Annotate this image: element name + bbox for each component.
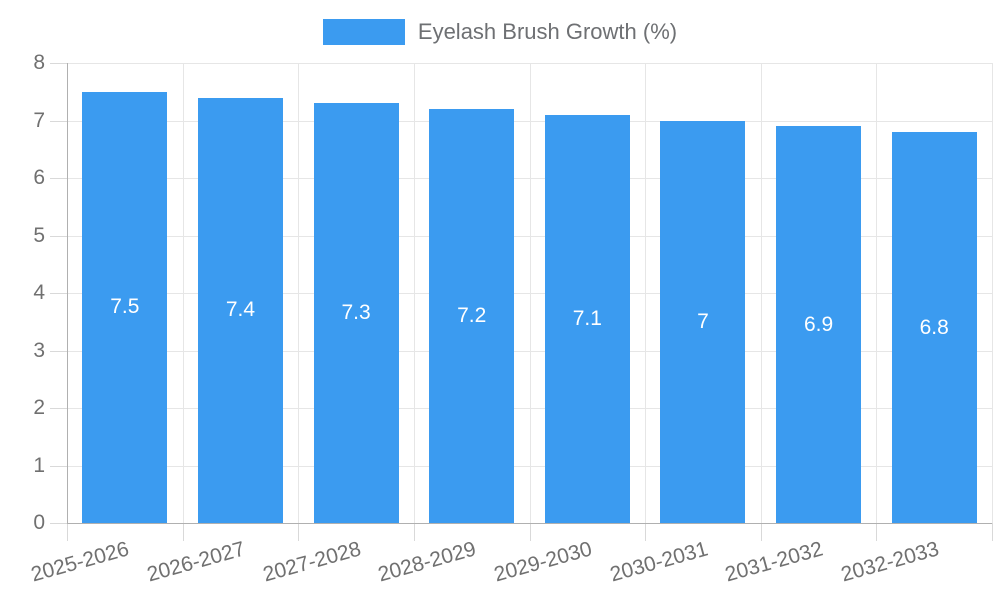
gridline-vertical <box>182 63 184 523</box>
bar-value-label: 7.5 <box>110 295 140 319</box>
gridline-vertical <box>645 63 647 523</box>
y-tick-mark <box>50 120 67 122</box>
y-tick-mark <box>50 465 67 467</box>
y-tick-mark <box>50 523 67 524</box>
x-tick-mark <box>182 523 184 541</box>
bar-value-label: 7.2 <box>457 304 487 327</box>
bar[interactable] <box>891 132 977 523</box>
x-axis-tick-label: 2026-2027 <box>144 537 248 587</box>
bar[interactable] <box>197 97 283 523</box>
bar-value-label: 7.4 <box>225 298 256 322</box>
y-axis-tick-label: 8 <box>33 51 45 74</box>
legend-swatch <box>322 19 405 45</box>
x-axis-tick-label: 2029-2030 <box>491 537 595 587</box>
y-axis-tick-label: 0 <box>33 511 45 534</box>
y-axis-tick-label: 4 <box>33 281 45 304</box>
x-tick-mark <box>529 523 531 541</box>
y-axis-tick-label: 2 <box>33 396 45 419</box>
bar[interactable] <box>82 91 168 523</box>
legend-label: Eyelash Brush Growth (%) <box>417 19 678 44</box>
x-tick-mark <box>298 523 300 541</box>
y-axis-tick-label: 5 <box>33 223 45 247</box>
x-tick-mark <box>876 523 878 541</box>
x-tick-mark <box>413 523 415 541</box>
bar-value-label: 6.9 <box>803 312 834 336</box>
y-axis-tick-label: 3 <box>33 338 45 362</box>
y-tick-mark <box>50 408 67 409</box>
x-tick-mark <box>645 523 647 541</box>
bar-value-label: 7.3 <box>341 301 371 325</box>
x-axis-tick-label: 2027-2028 <box>260 537 364 587</box>
gridline-vertical <box>760 63 762 523</box>
y-tick-mark <box>50 178 67 179</box>
x-tick-mark <box>760 523 762 541</box>
x-axis-tick-label: 2032-2033 <box>838 537 942 587</box>
y-axis-line <box>67 63 68 523</box>
x-tick-mark <box>67 523 68 541</box>
y-axis-tick-label: 6 <box>33 166 45 189</box>
x-axis-tick-label: 2028-2029 <box>375 537 479 587</box>
x-axis-line <box>67 523 992 524</box>
chart-legend[interactable]: Eyelash Brush Growth (%) <box>0 19 1000 45</box>
bar[interactable] <box>776 126 862 523</box>
bar[interactable] <box>660 120 746 523</box>
y-tick-mark <box>50 235 67 237</box>
gridline-vertical <box>529 63 531 523</box>
bar[interactable] <box>544 114 630 523</box>
bar[interactable] <box>313 103 399 523</box>
gridline-vertical <box>413 63 415 523</box>
x-tick-mark <box>992 523 993 541</box>
bar-value-label: 6.8 <box>919 315 949 339</box>
y-tick-mark <box>50 350 67 352</box>
gridline-vertical <box>298 63 300 523</box>
x-axis-tick-label: 2031-2032 <box>722 537 826 587</box>
y-axis-tick-label: 1 <box>33 453 45 477</box>
bar[interactable] <box>429 109 515 523</box>
gridline-vertical <box>876 63 878 523</box>
y-axis-tick-label: 7 <box>33 108 45 132</box>
x-axis-tick-label: 2025-2026 <box>28 537 132 587</box>
bar-value-label: 7.1 <box>572 306 602 330</box>
x-axis-tick-label: 2030-2031 <box>607 537 711 587</box>
gridline-vertical <box>992 63 993 523</box>
y-tick-mark <box>50 293 67 294</box>
y-tick-mark <box>50 63 67 64</box>
bar-value-label: 7 <box>697 309 709 333</box>
